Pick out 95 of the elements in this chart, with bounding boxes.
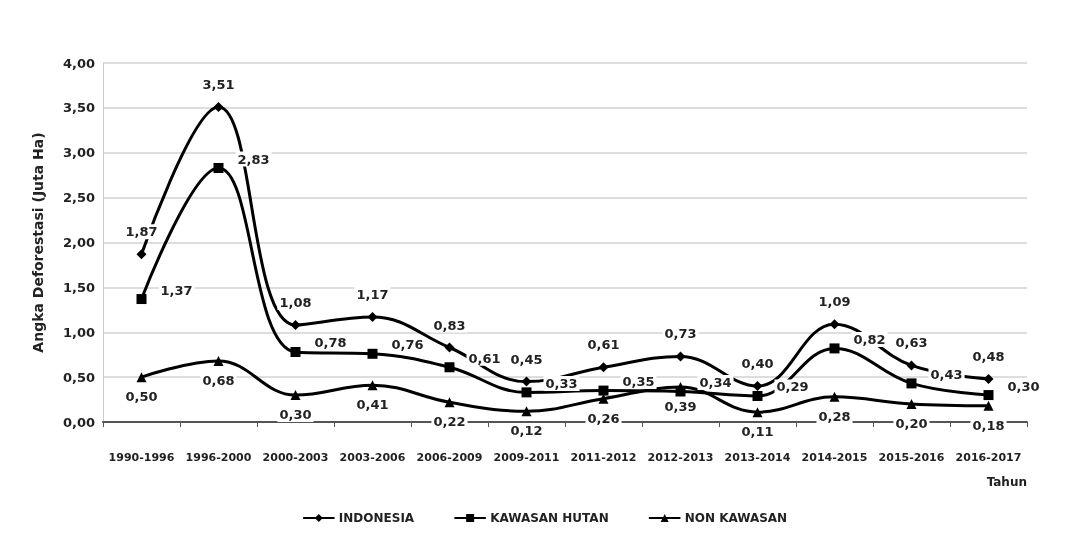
point — [213, 355, 224, 366]
point — [983, 390, 994, 401]
y-tick-label: 1,50 — [62, 279, 95, 295]
data-label: 0,30 — [1007, 378, 1040, 394]
x-tick-label: 2011-2012 — [570, 451, 637, 464]
data-label: 0,20 — [895, 416, 928, 432]
data-label: 0,61 — [587, 337, 620, 353]
data-label: 0,12 — [510, 423, 543, 439]
data-label: 1,87 — [125, 224, 158, 240]
x-tick-label: 1990-1996 — [108, 451, 175, 464]
data-label: 0,82 — [853, 331, 886, 347]
point — [906, 360, 917, 371]
data-label: 0,43 — [930, 366, 963, 382]
data-label: 0,61 — [468, 350, 501, 366]
data-label: 1,17 — [356, 286, 389, 302]
data-label: 0,22 — [433, 414, 466, 430]
x-tick-label: 2013-2014 — [724, 451, 791, 464]
point — [752, 390, 763, 401]
point — [752, 407, 763, 418]
y-axis-title: Angka Deforestasi (Juta Ha) — [30, 132, 46, 353]
point — [829, 343, 840, 354]
point — [521, 406, 532, 417]
data-label: 0,29 — [776, 379, 809, 395]
data-label: 0,83 — [433, 317, 466, 333]
point — [367, 311, 378, 322]
data-label: 0,40 — [741, 356, 774, 372]
data-label: 0,39 — [664, 399, 697, 414]
point — [367, 380, 378, 391]
point — [290, 346, 301, 357]
data-label: 1,37 — [160, 282, 193, 298]
point — [829, 319, 840, 330]
point — [983, 373, 994, 384]
point — [290, 390, 301, 401]
data-label: 1,09 — [818, 294, 851, 310]
point — [444, 397, 455, 408]
data-label: 0,18 — [972, 417, 1005, 433]
data-label: 2,83 — [237, 151, 270, 167]
point — [906, 399, 917, 410]
point — [598, 362, 609, 373]
data-label: 0,34 — [699, 374, 732, 390]
point — [136, 372, 147, 383]
data-label: 0,45 — [510, 351, 543, 367]
x-tick-label: 1996-2000 — [185, 451, 252, 464]
point — [367, 348, 378, 359]
data-label: 3,51 — [202, 76, 235, 92]
data-label: 0,68 — [202, 372, 235, 388]
data-label: 0,48 — [972, 348, 1005, 364]
point — [213, 101, 224, 112]
data-label: 0,76 — [391, 337, 424, 353]
data-label: 1,08 — [279, 295, 312, 311]
x-tick-label: 2006-2009 — [416, 451, 483, 464]
x-tick-label: 2016-2017 — [955, 451, 1022, 464]
data-label: 0,63 — [895, 335, 928, 351]
point — [444, 362, 455, 373]
data-label: 0,33 — [545, 375, 578, 391]
y-tick-label: 0,00 — [62, 414, 95, 430]
point — [521, 387, 532, 398]
y-tick-label: 3,50 — [62, 100, 95, 116]
x-axis-title: Tahun — [986, 475, 1027, 489]
point — [598, 385, 609, 396]
data-label: 0,50 — [125, 389, 158, 405]
data-label: 0,41 — [356, 397, 389, 413]
x-tick-label: 2015-2016 — [878, 451, 945, 464]
legend-label: INDONESIA — [338, 511, 415, 525]
x-tick-label: 2003-2006 — [339, 451, 406, 464]
point — [136, 294, 147, 305]
point — [983, 400, 994, 411]
y-tick-label: 1,00 — [62, 324, 95, 340]
data-label: 0,28 — [818, 408, 851, 424]
point — [136, 249, 147, 260]
y-tick-label: 4,00 — [62, 55, 95, 71]
y-tick-label: 3,00 — [62, 145, 95, 161]
x-tick-label: 2012-2013 — [647, 451, 714, 464]
x-tick-label: 2014-2015 — [801, 451, 868, 464]
point — [444, 342, 455, 353]
legend-label: KAWASAN HUTAN — [490, 511, 609, 525]
point — [213, 163, 224, 174]
y-tick-label: 2,50 — [62, 190, 95, 206]
y-tick-label: 0,50 — [62, 369, 95, 385]
point — [290, 320, 301, 331]
point — [521, 376, 532, 387]
point — [829, 391, 840, 402]
x-tick-label: 2009-2011 — [493, 451, 560, 464]
data-label: 0,11 — [741, 424, 774, 440]
data-label: 0,78 — [314, 335, 347, 351]
point — [752, 381, 763, 392]
data-label: 0,26 — [587, 410, 620, 426]
point — [675, 351, 686, 362]
data-label: 0,35 — [622, 374, 655, 390]
x-tick-label: 2000-2003 — [262, 451, 329, 464]
data-label: 0,73 — [664, 326, 697, 342]
point — [906, 378, 917, 389]
legend-label: NON KAWASAN — [684, 511, 788, 525]
y-tick-label: 2,00 — [62, 235, 95, 250]
data-label: 0,30 — [279, 407, 312, 423]
